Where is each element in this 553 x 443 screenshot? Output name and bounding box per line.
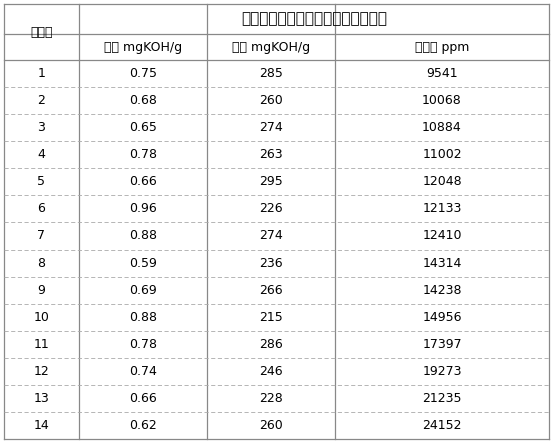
Text: 8: 8 xyxy=(38,256,45,269)
Text: 17397: 17397 xyxy=(422,338,462,351)
Text: 0.66: 0.66 xyxy=(129,175,157,188)
Text: 10068: 10068 xyxy=(422,94,462,107)
Text: 0.69: 0.69 xyxy=(129,284,157,297)
Text: 酸值 mgKOH/g: 酸值 mgKOH/g xyxy=(104,40,182,54)
Text: 236: 236 xyxy=(259,256,283,269)
Text: 295: 295 xyxy=(259,175,283,188)
Text: 12133: 12133 xyxy=(422,202,462,215)
Text: 磷含量 ppm: 磷含量 ppm xyxy=(415,40,469,54)
Text: 0.59: 0.59 xyxy=(129,256,157,269)
Text: 285: 285 xyxy=(259,67,283,80)
Text: 12048: 12048 xyxy=(422,175,462,188)
Text: 14238: 14238 xyxy=(422,284,462,297)
Text: 9541: 9541 xyxy=(426,67,458,80)
Text: 0.88: 0.88 xyxy=(129,229,157,242)
Text: 21235: 21235 xyxy=(422,392,462,405)
Text: 9: 9 xyxy=(38,284,45,297)
Text: 246: 246 xyxy=(259,365,283,378)
Text: 7: 7 xyxy=(38,229,45,242)
Text: 14314: 14314 xyxy=(422,256,462,269)
Text: 6: 6 xyxy=(38,202,45,215)
Text: 0.88: 0.88 xyxy=(129,311,157,324)
Text: 13: 13 xyxy=(34,392,49,405)
Text: 19273: 19273 xyxy=(422,365,462,378)
Text: 5: 5 xyxy=(38,175,45,188)
Text: 215: 215 xyxy=(259,311,283,324)
Text: 260: 260 xyxy=(259,94,283,107)
Text: 226: 226 xyxy=(259,202,283,215)
Text: 0.68: 0.68 xyxy=(129,94,157,107)
Text: 12: 12 xyxy=(34,365,49,378)
Text: 0.74: 0.74 xyxy=(129,365,157,378)
Text: 14956: 14956 xyxy=(422,311,462,324)
Text: 羟值 mgKOH/g: 羟值 mgKOH/g xyxy=(232,40,310,54)
Text: 0.78: 0.78 xyxy=(129,148,157,161)
Text: 1: 1 xyxy=(38,67,45,80)
Text: 10: 10 xyxy=(34,311,49,324)
Text: 274: 274 xyxy=(259,121,283,134)
Text: 263: 263 xyxy=(259,148,283,161)
Text: 274: 274 xyxy=(259,229,283,242)
Text: 10884: 10884 xyxy=(422,121,462,134)
Text: 24152: 24152 xyxy=(422,419,462,432)
Text: 14: 14 xyxy=(34,419,49,432)
Text: 0.96: 0.96 xyxy=(129,202,157,215)
Text: 2: 2 xyxy=(38,94,45,107)
Text: 0.66: 0.66 xyxy=(129,392,157,405)
Text: 0.78: 0.78 xyxy=(129,338,157,351)
Text: 11: 11 xyxy=(34,338,49,351)
Text: 0.62: 0.62 xyxy=(129,419,157,432)
Text: 286: 286 xyxy=(259,338,283,351)
Text: 实施例: 实施例 xyxy=(30,26,53,39)
Text: 266: 266 xyxy=(259,284,283,297)
Text: 11002: 11002 xyxy=(422,148,462,161)
Text: 12410: 12410 xyxy=(422,229,462,242)
Text: 3: 3 xyxy=(38,121,45,134)
Text: 0.75: 0.75 xyxy=(129,67,157,80)
Text: 228: 228 xyxy=(259,392,283,405)
Text: 反应型无卤含磷阻燃聚酯多元醇参数: 反应型无卤含磷阻燃聚酯多元醇参数 xyxy=(241,12,387,27)
Text: 260: 260 xyxy=(259,419,283,432)
Text: 0.65: 0.65 xyxy=(129,121,157,134)
Text: 4: 4 xyxy=(38,148,45,161)
